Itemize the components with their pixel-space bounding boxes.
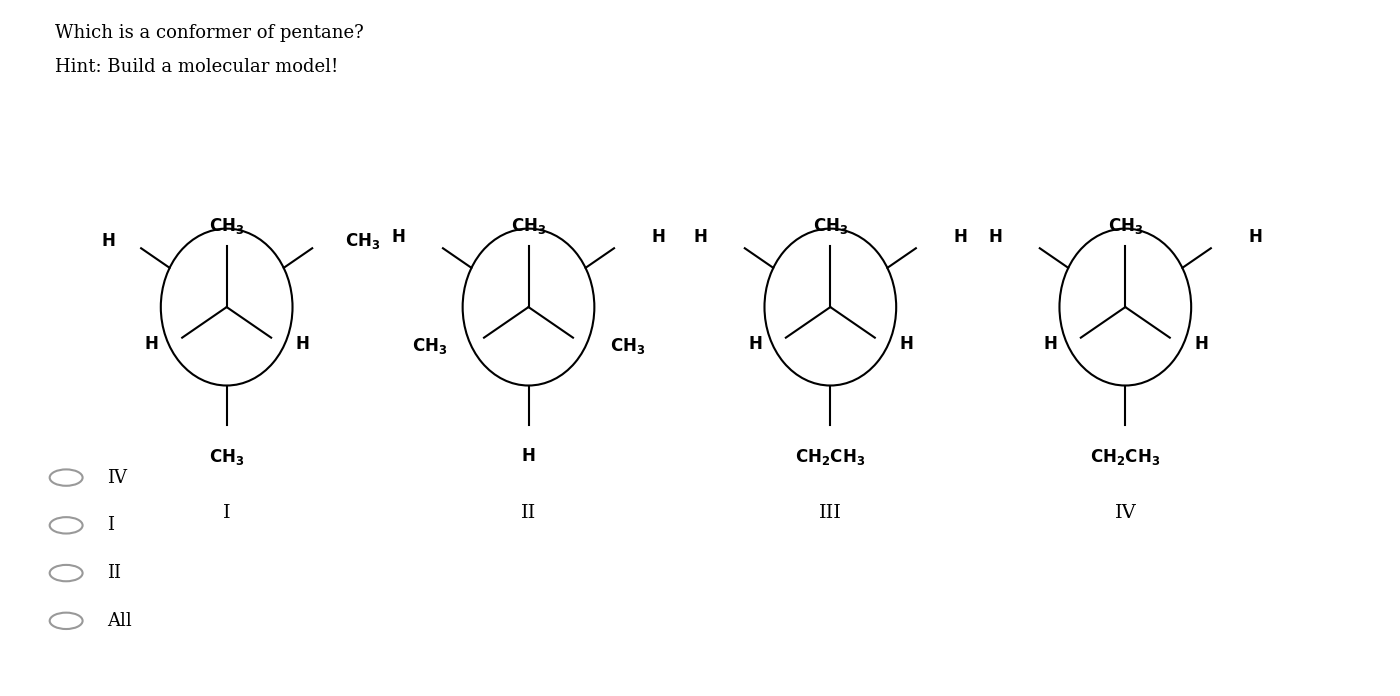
- Text: All: All: [108, 612, 132, 630]
- Text: IV: IV: [108, 468, 127, 487]
- Text: $\mathbf{CH_2CH_3}$: $\mathbf{CH_2CH_3}$: [1091, 447, 1161, 466]
- Text: $\mathbf{CH_3}$: $\mathbf{CH_3}$: [346, 231, 381, 251]
- Text: IV: IV: [1114, 505, 1137, 523]
- Text: $\mathbf{H}$: $\mathbf{H}$: [392, 228, 406, 246]
- Text: III: III: [819, 505, 841, 523]
- Text: Hint: Build a molecular model!: Hint: Build a molecular model!: [55, 58, 339, 76]
- Text: $\mathbf{H}$: $\mathbf{H}$: [521, 447, 536, 464]
- Text: I: I: [223, 505, 231, 523]
- Text: $\mathbf{H}$: $\mathbf{H}$: [295, 335, 309, 354]
- Text: $\mathbf{CH_3}$: $\mathbf{CH_3}$: [511, 216, 546, 236]
- Text: II: II: [108, 564, 122, 582]
- Text: $\mathbf{H}$: $\mathbf{H}$: [1043, 335, 1057, 354]
- Text: $\mathbf{H}$: $\mathbf{H}$: [144, 335, 158, 354]
- Text: $\mathbf{H}$: $\mathbf{H}$: [1247, 228, 1263, 246]
- Text: $\mathbf{H}$: $\mathbf{H}$: [953, 228, 967, 246]
- Text: $\mathbf{H}$: $\mathbf{H}$: [693, 228, 707, 246]
- Text: Which is a conformer of pentane?: Which is a conformer of pentane?: [55, 24, 364, 42]
- Text: $\mathbf{H}$: $\mathbf{H}$: [1194, 335, 1208, 354]
- Text: II: II: [521, 505, 536, 523]
- Text: $\mathbf{CH_3}$: $\mathbf{CH_3}$: [209, 447, 245, 466]
- Text: I: I: [108, 516, 115, 535]
- Text: $\mathbf{H}$: $\mathbf{H}$: [651, 228, 665, 246]
- Text: $\mathbf{CH_3}$: $\mathbf{CH_3}$: [209, 216, 245, 236]
- Text: $\mathbf{H}$: $\mathbf{H}$: [101, 232, 115, 250]
- Text: $\mathbf{H}$: $\mathbf{H}$: [748, 335, 762, 354]
- Text: $\mathbf{CH_3}$: $\mathbf{CH_3}$: [812, 216, 848, 236]
- Text: $\mathbf{CH_3}$: $\mathbf{CH_3}$: [412, 336, 448, 356]
- Text: $\mathbf{CH_3}$: $\mathbf{CH_3}$: [1107, 216, 1142, 236]
- Text: $\mathbf{CH_3}$: $\mathbf{CH_3}$: [609, 336, 645, 356]
- Text: $\mathbf{CH_2CH_3}$: $\mathbf{CH_2CH_3}$: [795, 447, 865, 466]
- Text: $\mathbf{H}$: $\mathbf{H}$: [988, 228, 1002, 246]
- Text: $\mathbf{H}$: $\mathbf{H}$: [899, 335, 913, 354]
